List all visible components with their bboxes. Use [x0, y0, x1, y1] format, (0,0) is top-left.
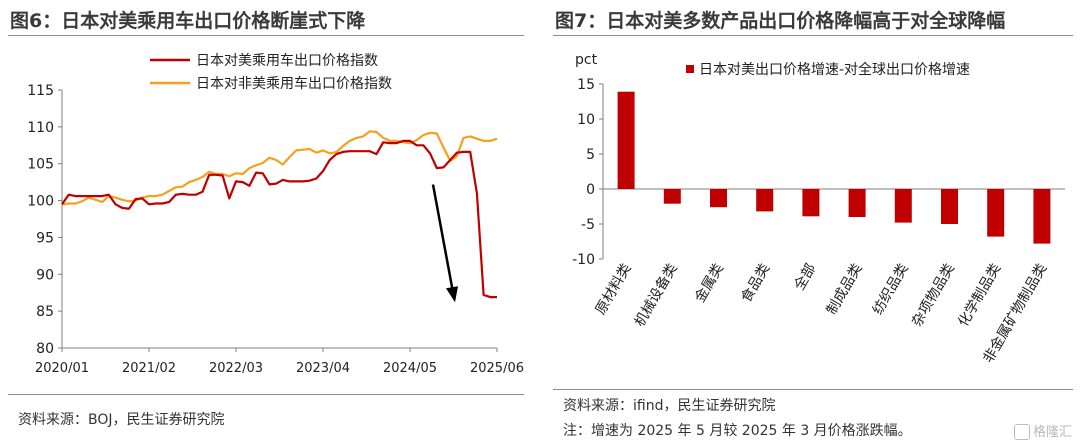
line-chart: 80 85 90 95 100 105 110 115 2020/01 2021/02 2022/0…: [27, 52, 524, 376]
legend-us-label: 日本对美乘用车出口价格指数: [196, 52, 378, 69]
bar-6: [848, 189, 866, 217]
bar-5: [802, 189, 820, 217]
down-arrow-shaft: [431, 184, 455, 293]
category-label: 制成品类: [824, 261, 866, 317]
left-title-rule: [8, 35, 524, 36]
legend-label: 日本对美出口价格增速-对全球出口价格增速: [699, 61, 970, 78]
legend-swatch: [686, 65, 694, 73]
x-tick-label: 2022/03: [209, 361, 263, 376]
bar-1: [617, 91, 635, 189]
right-source-rule: [553, 389, 1073, 390]
non-us-series-line: [61, 130, 498, 206]
category-label: 全部: [791, 261, 820, 294]
legend-non-us-label: 日本对非美乘用车出口价格指数: [196, 75, 392, 92]
y-tick-label: 15: [577, 77, 595, 93]
right-note-text: 注：增速为 2025 年 5 月较 2025 年 3 月价格涨跌幅。: [563, 423, 912, 439]
y-tick-label: 5: [586, 147, 595, 163]
bar-8: [941, 189, 958, 224]
left-figure-panel: 图6：日本对美乘用车出口价格断崖式下降 80 85 90 95 100 105 110 115…: [0, 0, 530, 446]
y-tick-label: 80: [36, 341, 54, 357]
bar-10: [1033, 189, 1051, 244]
left-figure-title: 图6：日本对美乘用车出口价格断崖式下降: [10, 10, 366, 32]
category-label: 纺织品类: [870, 261, 912, 317]
x-tick-label: 2024/05: [383, 361, 437, 376]
down-arrow-head: [446, 286, 458, 303]
y-tick-label: -5: [581, 217, 595, 233]
left-source-text: 资料来源：BOJ，民生证券研究院: [18, 412, 225, 428]
category-label: 杂项物品类: [909, 261, 958, 330]
bar-2: [663, 189, 681, 204]
category-label: 食品类: [737, 261, 773, 306]
y-tick-label: 95: [36, 230, 54, 246]
watermark: 格隆汇: [1013, 421, 1072, 440]
bar-7: [894, 189, 912, 223]
right-figure-panel: 图7：日本对美多数产品出口价格降幅高于对全球降幅 pct -10 -5 0 5 10 15 原…: [545, 0, 1080, 446]
y-tick-label: 85: [36, 304, 54, 320]
right-title-rule: [553, 35, 1073, 36]
bar-4: [756, 189, 774, 212]
y-tick-label: 110: [27, 120, 54, 136]
x-tick-label: 2023/04: [296, 361, 350, 376]
category-label: 化学制品类: [955, 261, 1004, 330]
watermark-text: 格隆汇: [1032, 424, 1072, 440]
x-tick-label: 2020/01: [35, 361, 89, 376]
left-source-rule: [8, 394, 524, 395]
us-series-line: [61, 139, 497, 299]
category-label: 机械设备类: [631, 261, 681, 330]
category-label: 金属类: [692, 261, 727, 305]
right-source-text: 资料来源：ifind，民生证券研究院: [563, 398, 776, 414]
category-label: 原材料类: [593, 261, 635, 317]
y-tick-label: 0: [586, 182, 595, 198]
watermark-logo-icon: [1013, 424, 1030, 440]
y-tick-label: 115: [27, 83, 54, 99]
bar-9: [987, 189, 1005, 237]
x-tick-label: 2021/02: [122, 361, 176, 376]
bar-3: [710, 189, 727, 208]
y-tick-label: -10: [572, 252, 595, 268]
x-tick-label: 2025/06: [470, 361, 524, 376]
right-figure-title: 图7：日本对美多数产品出口价格降幅高于对全球降幅: [555, 10, 1006, 32]
y-axis-label: pct: [575, 52, 598, 68]
y-tick-label: 10: [577, 112, 595, 128]
y-tick-label: 90: [36, 267, 54, 283]
y-tick-label: 105: [27, 157, 54, 173]
y-tick-label: 100: [27, 194, 54, 210]
